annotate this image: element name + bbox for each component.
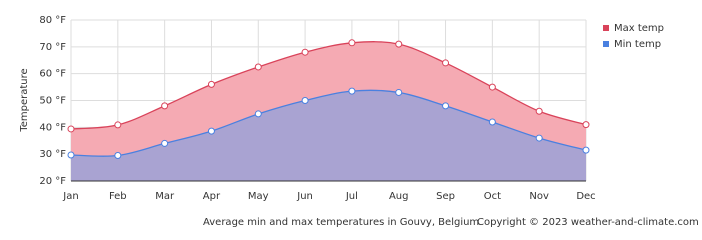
x-tick-label: May: [248, 191, 269, 202]
point: [114, 121, 122, 129]
copyright: Copyright © 2023 weather-and-climate.com: [477, 217, 699, 228]
x-tick-label: Jun: [296, 191, 313, 202]
point: [348, 39, 356, 47]
point: [67, 125, 75, 133]
point: [395, 40, 403, 48]
x-tick-label: Aug: [389, 191, 409, 202]
x-tick-label: Mar: [155, 191, 175, 202]
y-tick-label: 50 °F: [39, 96, 66, 107]
point: [114, 152, 122, 160]
point: [442, 102, 450, 110]
point: [582, 121, 590, 129]
line: [70, 89, 587, 157]
point: [67, 151, 75, 159]
legend-swatch: [603, 41, 609, 47]
x-tick-label: Apr: [203, 191, 221, 202]
x-tick-label: Dec: [576, 191, 595, 202]
x-tick-label: Jul: [345, 191, 358, 202]
point: [488, 118, 496, 126]
legend-label: Max temp: [614, 23, 664, 34]
point: [161, 139, 169, 147]
point: [207, 80, 215, 88]
y-tick-label: 70 °F: [39, 42, 66, 53]
point: [254, 63, 262, 71]
x-tick-label: Jan: [62, 191, 78, 202]
x-tick-label: Feb: [109, 191, 127, 202]
y-tick-label: 60 °F: [39, 69, 66, 80]
x-tick-label: Oct: [484, 191, 501, 202]
point: [348, 87, 356, 95]
x-tick-label: Sep: [436, 191, 455, 202]
point: [488, 83, 496, 91]
point: [161, 102, 169, 110]
point: [442, 59, 450, 67]
y-tick-label: 20 °F: [39, 176, 66, 187]
legend-label: Min temp: [614, 39, 661, 50]
x-tick-label: Nov: [529, 191, 549, 202]
point: [535, 134, 543, 142]
point: [207, 127, 215, 135]
chart: Temperature Average min and max temperat…: [19, 15, 699, 228]
y-tick-label: 40 °F: [39, 122, 66, 133]
point: [582, 146, 590, 154]
point: [254, 110, 262, 118]
y-axis-label: Temperature: [19, 68, 30, 132]
point: [535, 107, 543, 115]
point: [395, 88, 403, 96]
area-fill: [71, 90, 586, 181]
line: [70, 41, 587, 130]
y-tick-label: 80 °F: [39, 15, 66, 26]
legend-swatch: [603, 25, 609, 31]
caption: Average min and max temperatures in Gouv…: [203, 217, 479, 228]
point: [301, 97, 309, 104]
point: [301, 48, 309, 56]
y-tick-label: 30 °F: [39, 149, 66, 160]
